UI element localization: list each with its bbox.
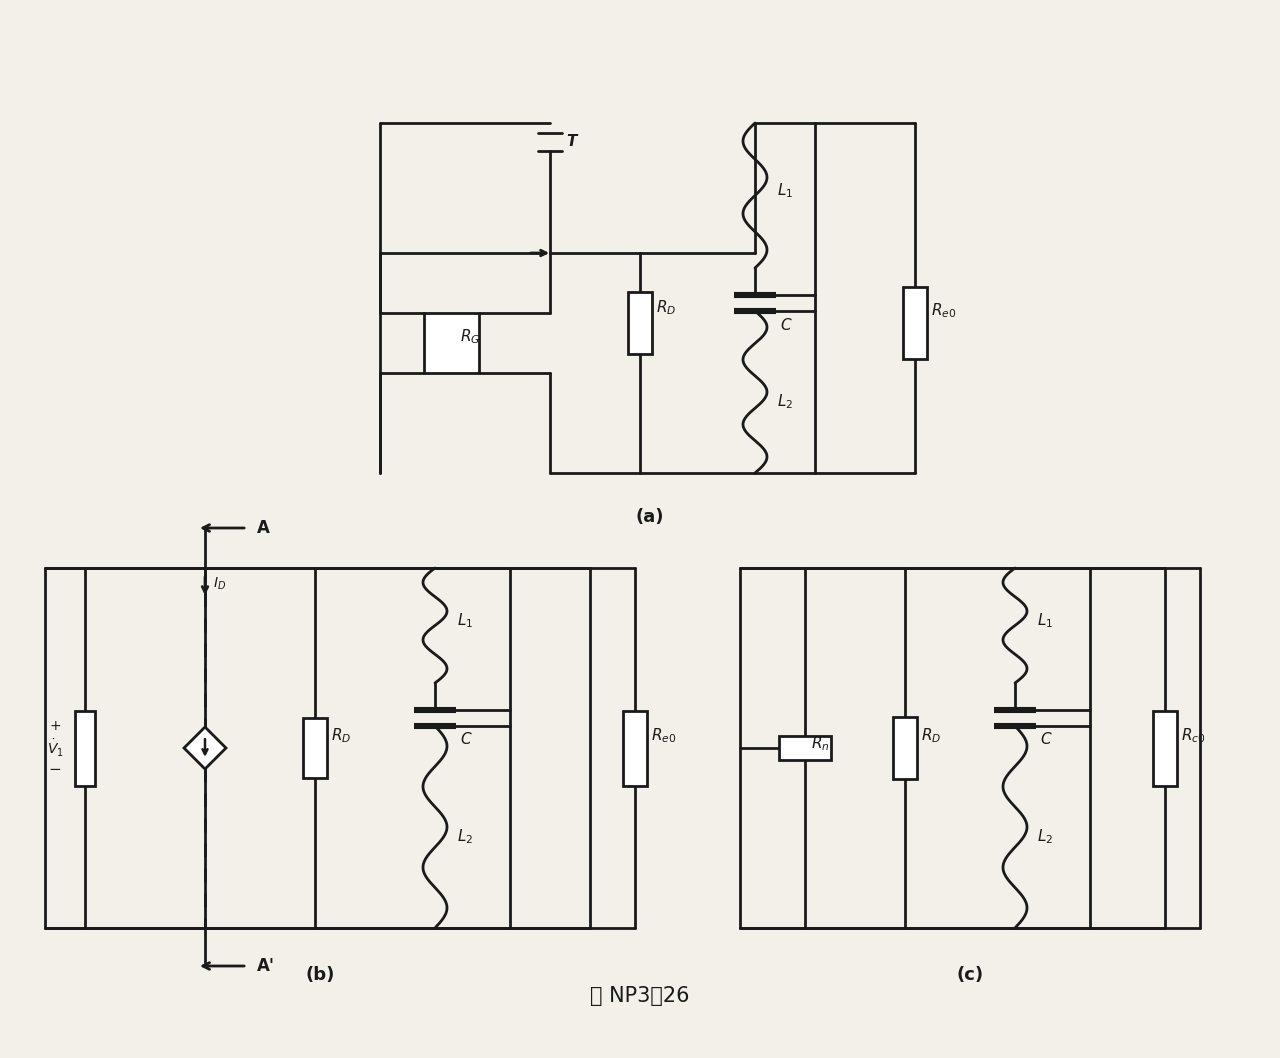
Bar [902,287,927,359]
Text: $\dot{V}_1$: $\dot{V}_1$ [46,737,64,759]
Text: 图 NP3－26: 图 NP3－26 [590,986,690,1006]
Text: +: + [49,719,61,733]
Bar [76,711,95,785]
Text: C: C [1039,732,1051,748]
Text: $L_2$: $L_2$ [777,393,794,412]
Polygon shape [184,727,227,769]
Text: $L_2$: $L_2$ [457,827,474,846]
Bar [780,736,831,760]
Text: (c): (c) [956,966,983,984]
Text: $L_1$: $L_1$ [777,181,794,200]
Text: $L_1$: $L_1$ [457,612,474,630]
Text: A': A' [257,957,275,975]
Text: $R_{c0}$: $R_{c0}$ [1181,727,1206,745]
Text: $R_D$: $R_D$ [657,298,676,317]
Text: $L_2$: $L_2$ [1037,827,1053,846]
Text: T: T [566,133,576,148]
Bar [303,718,326,778]
Bar [893,717,916,779]
Text: $R_{e0}$: $R_{e0}$ [931,302,956,321]
Text: A: A [257,519,270,537]
Text: $R_{e0}$: $R_{e0}$ [652,727,676,745]
Text: $R_D$: $R_D$ [922,727,941,745]
Text: (b): (b) [306,966,334,984]
Text: −: − [49,763,61,778]
Bar [628,292,652,354]
Bar [1153,711,1178,785]
Text: C: C [460,732,471,748]
Text: $R_n$: $R_n$ [812,734,829,753]
Bar [425,313,480,373]
Text: $R_G$: $R_G$ [460,328,480,346]
Bar [623,711,646,785]
Text: (a): (a) [636,508,664,526]
Text: $L_1$: $L_1$ [1037,612,1053,630]
Text: $R_D$: $R_D$ [332,727,351,745]
Text: $I_D$: $I_D$ [212,576,227,592]
Text: C: C [780,317,791,332]
